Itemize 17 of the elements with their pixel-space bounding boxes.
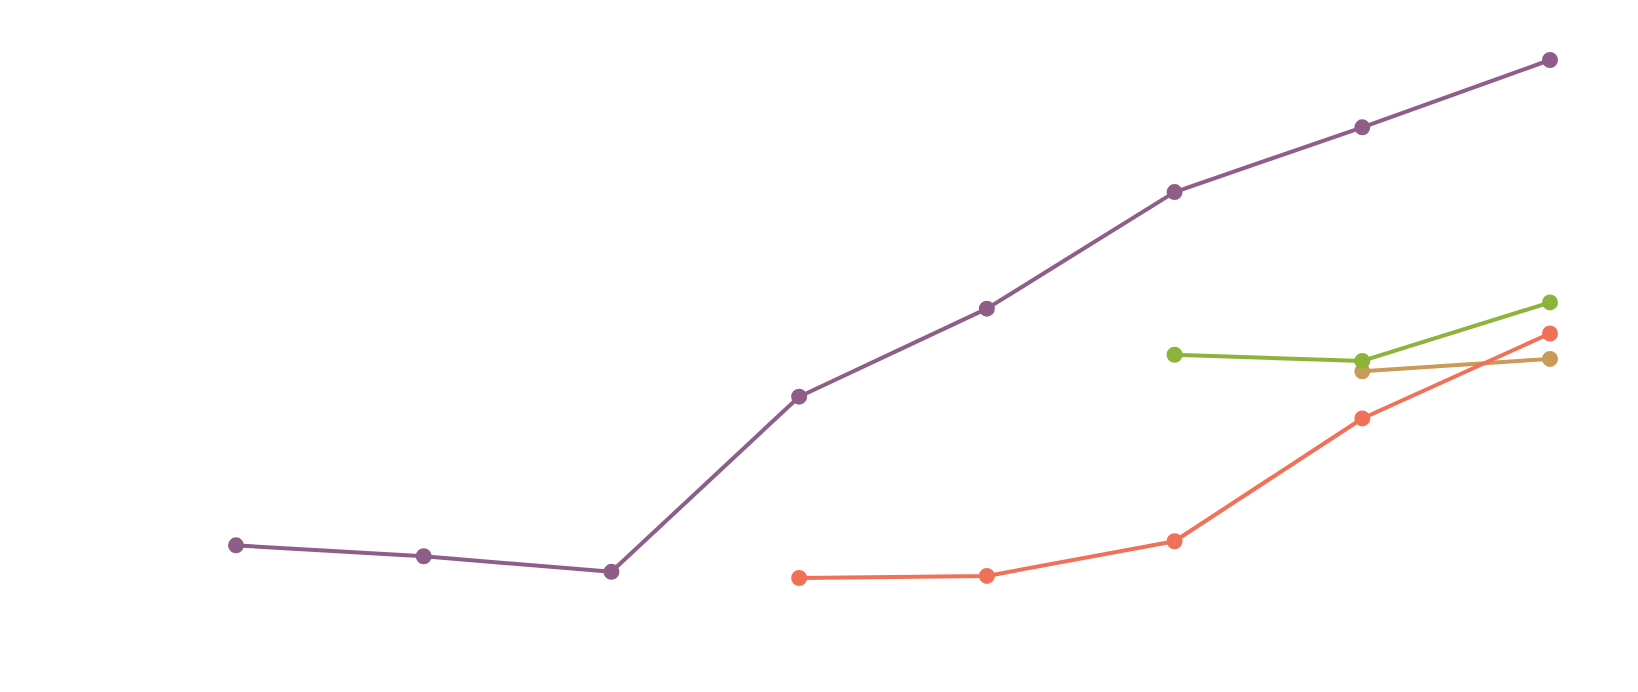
point <box>603 563 620 580</box>
point <box>1542 325 1558 342</box>
point <box>1542 350 1558 367</box>
point <box>978 300 995 317</box>
point <box>791 570 808 586</box>
point <box>1542 52 1558 68</box>
point <box>791 388 808 405</box>
point <box>978 567 995 584</box>
point <box>1166 184 1183 201</box>
point <box>1354 119 1371 136</box>
point <box>1354 352 1371 369</box>
point <box>1542 294 1558 311</box>
point <box>415 548 432 565</box>
point <box>1354 410 1371 427</box>
point <box>1166 346 1183 363</box>
point <box>1166 533 1183 550</box>
point <box>228 537 244 554</box>
